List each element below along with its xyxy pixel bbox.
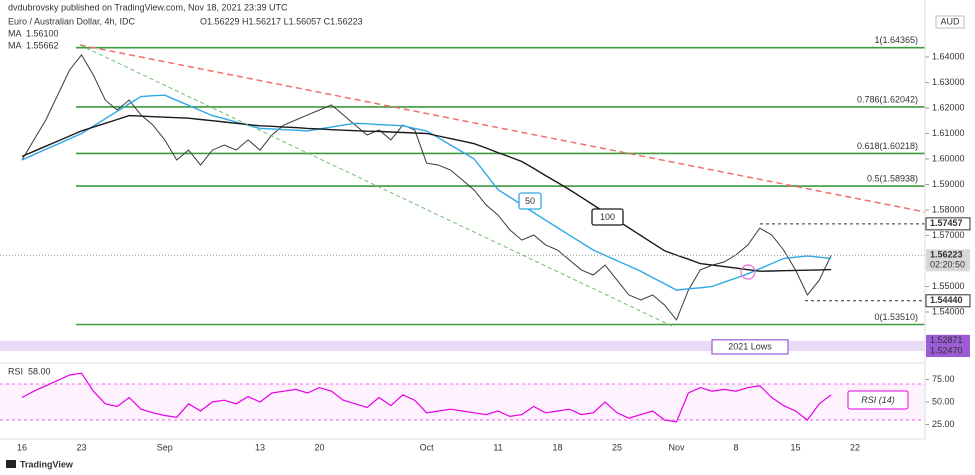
y-tick-label: 1.63000 <box>932 77 965 87</box>
lows-zone <box>0 340 925 352</box>
last-price-box <box>926 249 970 272</box>
ma-tag: 50 <box>525 196 535 206</box>
rsi-name: RSI <box>8 366 23 376</box>
zone-price-label: 1.52470 <box>930 345 963 355</box>
x-tick-label: 11 <box>493 442 502 452</box>
zone-price-box <box>926 334 970 347</box>
ma-tag-box <box>518 192 542 210</box>
trend-line <box>79 44 673 327</box>
y-tick-label: 1.59000 <box>932 179 965 189</box>
x-tick-label: Oct <box>420 442 435 452</box>
level-label: 1.54440 <box>930 295 963 305</box>
rsi-title: RSI (14) <box>861 395 895 405</box>
lows-label-box <box>711 339 789 355</box>
y-tick-label: 1.62000 <box>932 102 965 112</box>
ma-tag-box <box>591 208 624 226</box>
x-tick-label: 23 <box>76 442 86 452</box>
brand: TradingView <box>20 459 74 469</box>
symbol: Euro / Australian Dollar, 4h, IDC <box>8 16 136 26</box>
level-box <box>925 217 971 231</box>
y-tick-label: 1.57000 <box>932 230 965 240</box>
x-tick-label: 20 <box>314 442 324 452</box>
rsi-value: 58.00 <box>28 366 51 376</box>
x-tick-label: 25 <box>612 442 622 452</box>
y-tick-label: 1.61000 <box>932 128 965 138</box>
legend-name: MA <box>8 40 22 50</box>
y-tick-label: 1.60000 <box>932 153 965 163</box>
cross-marker <box>740 264 756 280</box>
x-tick-label: 13 <box>255 442 265 452</box>
fib-label: 0.618(1.60218) <box>857 141 918 151</box>
plot-area: 2021 Lows 1.64000 1.63000 1.62000 1.61000 1.6… <box>0 28 971 452</box>
logo-icon <box>6 460 16 468</box>
level-box <box>925 294 971 308</box>
x-tick-label: 22 <box>850 442 860 452</box>
y-tick-label: 1.64000 <box>932 51 965 61</box>
y-tick-label: 50.00 <box>932 396 955 406</box>
series-line <box>21 372 832 423</box>
x-tick-label: Nov <box>668 442 685 452</box>
currency-box <box>935 15 965 29</box>
series-line <box>21 114 832 272</box>
x-tick-label: 18 <box>552 442 562 452</box>
fib-label: 0.786(1.62042) <box>857 94 918 104</box>
fib-label: 0.5(1.58938) <box>867 173 918 183</box>
x-tick-label: 8 <box>733 442 738 452</box>
publisher: dvdubrovsky published on TradingView.com… <box>8 2 288 12</box>
legend-value: 1.55662 <box>26 40 59 50</box>
currency: AUD <box>940 16 960 26</box>
last-price-label: 1.56223 <box>930 250 963 260</box>
x-tick-label: Sep <box>157 442 173 452</box>
level-label: 1.57457 <box>930 218 963 228</box>
rsi-title-box <box>847 390 909 410</box>
x-tick-label: 15 <box>790 442 800 452</box>
y-tick-label: 75.00 <box>932 374 955 384</box>
fib-label: 0(1.53510) <box>874 312 918 322</box>
lows-label: 2021 Lows <box>728 341 772 351</box>
ohlc: O1.56229 H1.56217 L1.56057 C1.56223 <box>200 16 363 26</box>
countdown: 02:20:50 <box>930 260 965 270</box>
ma-tag: 100 <box>600 212 615 222</box>
legend-value: 1.56100 <box>26 28 59 38</box>
zone-price-box <box>926 345 970 358</box>
series-line <box>21 54 832 321</box>
rsi-band-fill <box>0 384 925 420</box>
zone-price-label: 1.52871 <box>930 335 963 345</box>
legend-name: MA <box>8 28 22 38</box>
y-tick-label: 1.55000 <box>932 281 965 291</box>
series-line <box>21 94 832 291</box>
fib-label: 1(1.64365) <box>874 35 918 45</box>
y-tick-label: 25.00 <box>932 419 955 429</box>
y-tick-label: 1.54000 <box>932 306 965 316</box>
y-tick-label: 1.58000 <box>932 204 965 214</box>
x-tick-label: 16 <box>17 442 27 452</box>
trend-line <box>79 44 926 213</box>
footer-logo: TradingView <box>6 459 74 469</box>
